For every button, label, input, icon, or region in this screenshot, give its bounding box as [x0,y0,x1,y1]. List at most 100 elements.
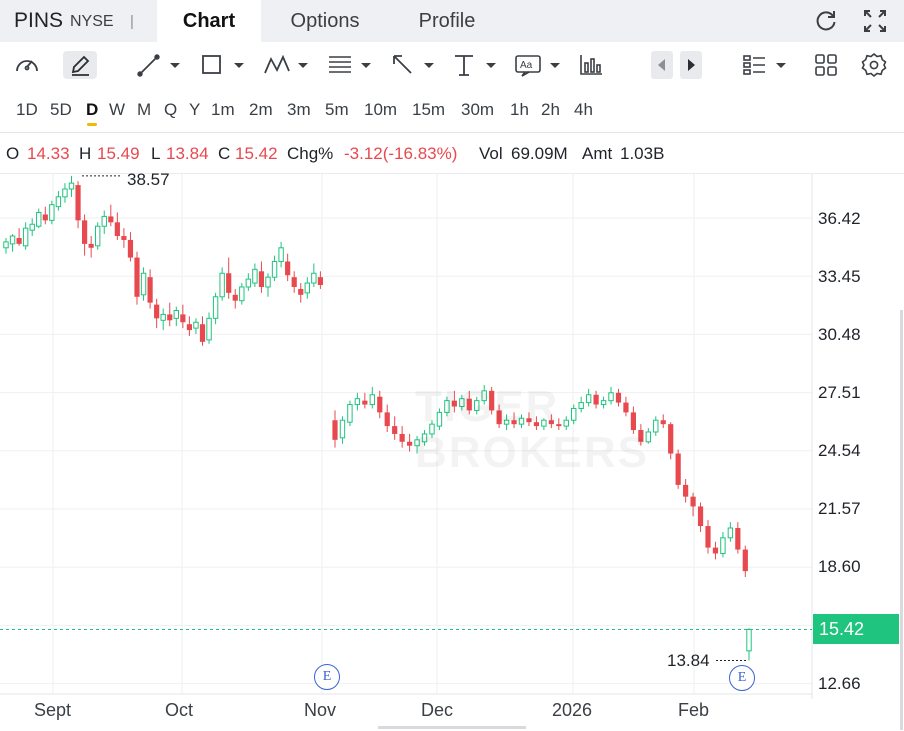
y-tick-label: 21.57 [818,499,861,518]
candle-body [600,400,607,406]
next-icon[interactable] [680,51,702,79]
earnings-event-icon[interactable]: E [729,665,755,691]
candle-body [347,404,353,423]
period-5d[interactable]: 5D [50,100,72,119]
text-icon[interactable]: Aa [513,51,563,79]
candle-body [720,537,726,554]
period-30m[interactable]: 30m [461,100,495,119]
period-2h[interactable]: 2h [541,100,560,119]
fullscreen-icon[interactable] [861,7,889,35]
ohlc-readout: O 14.33 H 15.49 L 13.84 C 15.42 Chg% -3.… [0,133,904,174]
candle-body [245,278,252,288]
candle-body [459,398,465,408]
period-15m[interactable]: 15m [412,100,446,119]
candle-body [481,390,487,402]
y-tick-label: 24.54 [818,441,861,460]
y-tick-label: 36.42 [818,209,861,228]
low-label: L [151,144,161,163]
change-value: -3.12(-16.83%) [344,144,458,163]
candle-body [317,277,323,286]
candle-body [101,215,107,227]
horizontal-scrollbar[interactable] [378,726,526,729]
candle-body [414,439,420,447]
candle-body [36,212,42,227]
candle-body [167,314,173,321]
drawing-toolbar: Aa [0,42,904,88]
x-tick-label: 2026 [552,700,593,720]
earnings-event-icon[interactable]: E [314,664,340,690]
period-w[interactable]: W [109,100,126,119]
gauge-icon[interactable] [12,51,42,79]
layout-list-icon[interactable] [741,51,789,79]
ticker-symbol: PINS [14,9,64,32]
candle-body [16,237,22,244]
candle-body [630,412,636,431]
candle-volume-icon[interactable] [577,51,605,79]
candle-body [226,273,232,293]
candle-body [429,423,435,435]
volume-value: 69.09M [511,144,568,163]
candle-body [571,407,577,421]
trend-line-icon[interactable] [135,51,183,79]
candle-body [354,398,361,406]
volume-label: Vol [479,144,503,163]
candle-body [186,324,192,331]
candle-body [563,419,569,427]
low-annotation: 13.84 [667,651,710,670]
period-5m[interactable]: 5m [325,100,349,119]
arrow-icon[interactable] [389,51,437,79]
pattern-icon[interactable] [261,51,311,79]
candle-body [608,392,614,402]
candle-body [206,317,212,341]
candle-body [615,392,622,403]
candle-body [436,411,443,427]
candle-body [541,419,547,427]
previous-icon[interactable] [651,51,673,79]
period-10m[interactable]: 10m [364,100,398,119]
candle-body [369,394,376,406]
candle-body [199,324,206,342]
grid-icon[interactable] [812,51,840,79]
tab-chart[interactable]: Chart [157,0,261,42]
period-1m[interactable]: 1m [211,100,235,119]
period-y[interactable]: Y [189,100,201,119]
candle-body [735,528,741,550]
period-q[interactable]: Q [164,100,178,119]
pen-icon[interactable] [63,51,97,79]
period-1d[interactable]: 1D [16,100,38,119]
candle-body [727,527,734,539]
high-value: 15.49 [97,144,140,163]
y-tick-label: 12.66 [818,674,861,693]
candle-body [548,420,554,425]
period-4h[interactable]: 4h [574,100,593,119]
candlestick-chart[interactable] [0,174,904,731]
amount-label: Amt [582,144,613,163]
close-label: C [218,144,231,163]
x-tick-label: Nov [304,700,337,720]
candle-body [392,426,398,434]
tab-profile[interactable]: Profile [418,10,476,32]
candle-body [503,419,510,425]
tab-options[interactable]: Options [290,10,360,32]
period-1h[interactable]: 1h [510,100,529,119]
vertical-line-icon[interactable] [451,51,499,79]
candle-body [511,420,517,425]
fibonacci-icon[interactable] [326,51,374,79]
refresh-icon[interactable] [812,7,840,35]
vertical-scrollbar[interactable] [900,310,903,730]
candle-body [114,222,120,237]
settings-icon[interactable] [860,51,888,79]
period-3m[interactable]: 3m [287,100,311,119]
period-2m[interactable]: 2m [249,100,273,119]
candle-body [496,410,502,425]
candle-body [593,394,599,405]
period-d[interactable]: D [86,100,99,126]
period-m[interactable]: M [137,100,152,119]
candle-body [623,402,629,413]
candle-body [675,453,681,485]
rectangle-icon[interactable] [199,51,247,79]
candle-body [311,272,317,284]
candle-body [645,431,652,443]
candle-body [22,227,29,247]
candle-body [746,629,752,652]
